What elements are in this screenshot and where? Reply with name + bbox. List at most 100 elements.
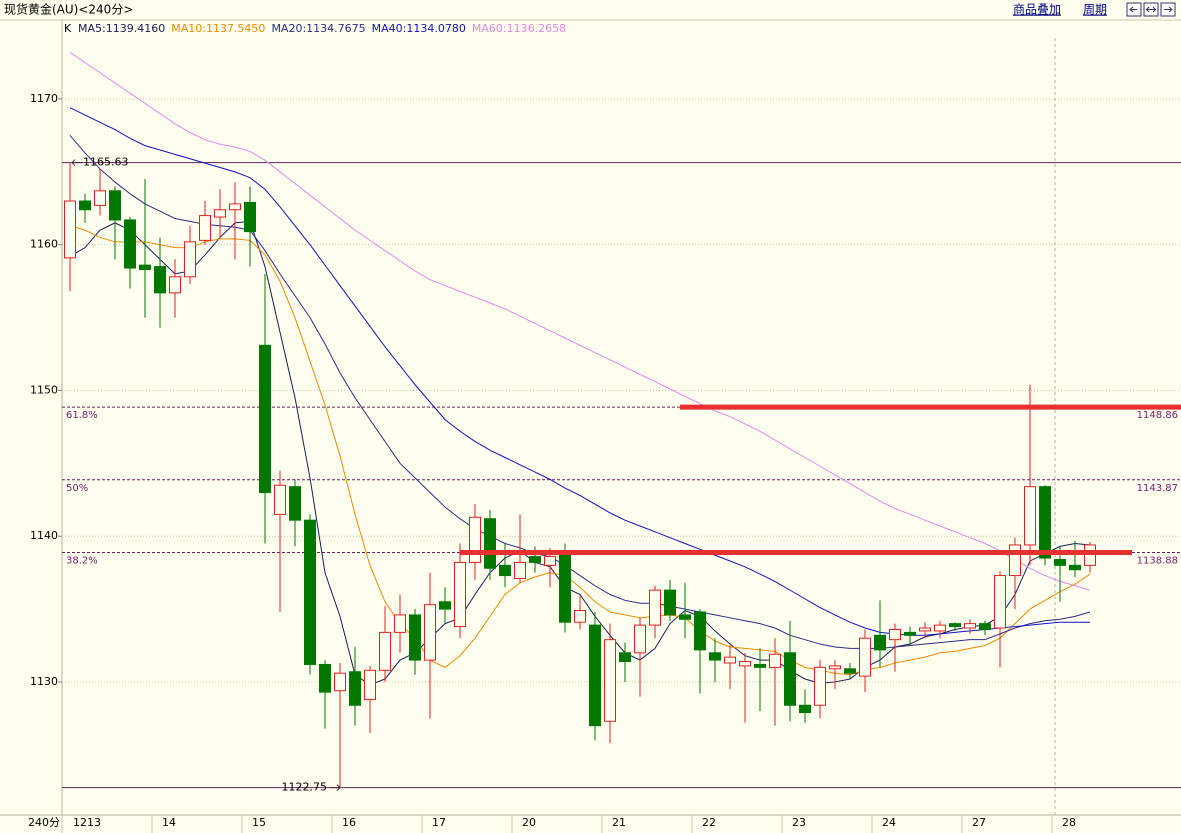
candle-body (334, 672, 346, 692)
candle-body (184, 241, 196, 278)
x-tick-label: 1213 (73, 816, 101, 829)
candle-body (784, 652, 796, 706)
candle-body (154, 266, 166, 294)
candle-body (289, 486, 301, 521)
fib-label: 38.2% (66, 556, 98, 567)
candle-body (64, 200, 76, 259)
x-tick-label: 24 (882, 816, 896, 829)
x-tick-label: 14 (162, 816, 176, 829)
candle-body (619, 652, 631, 663)
candle-body (604, 639, 616, 722)
fib-value: 1138.88 (1137, 556, 1178, 567)
candle-body (244, 201, 256, 233)
overlay-link[interactable]: 商品叠加 (1013, 2, 1061, 17)
candle-body (124, 219, 136, 269)
candle-body (1024, 486, 1036, 546)
candle-body (214, 209, 226, 218)
candle-body (919, 627, 931, 632)
legend-entry: MA5:1139.4160 (78, 22, 165, 35)
high-arrow (71, 159, 82, 167)
candle-body (544, 556, 556, 566)
candle-body (829, 665, 841, 670)
ma-line (69, 107, 1090, 636)
candle-body (304, 519, 316, 665)
candle-body (724, 656, 736, 664)
candle-body (1084, 544, 1096, 566)
candle-body (769, 653, 781, 668)
candle-body (469, 516, 481, 563)
candle-body (484, 518, 496, 569)
candle-body (1054, 559, 1066, 566)
candle-body (379, 631, 391, 671)
candle-body (739, 661, 751, 667)
candle-body (439, 601, 451, 610)
x-tick-label: 23 (792, 816, 806, 829)
candle-body (889, 628, 901, 641)
candle-body (259, 344, 271, 493)
candle-body (664, 589, 676, 616)
candle-body (319, 663, 331, 693)
candle-body (964, 623, 976, 629)
candle-body (874, 634, 886, 651)
candle-body (694, 611, 706, 651)
legend-entry: MA40:1134.0780 (372, 22, 466, 35)
candle-body (934, 624, 946, 632)
x-tick-label: 16 (342, 816, 356, 829)
candle-body (754, 663, 766, 668)
icon (1145, 6, 1157, 13)
indicator-label: K (64, 22, 72, 35)
high-label: 1165.63 (83, 156, 129, 169)
ma-line (69, 225, 1091, 676)
fib-value: 1143.87 (1137, 483, 1178, 494)
x-tick-label: 17 (432, 816, 446, 829)
candle-body (1009, 544, 1021, 577)
low-label: 1122.75 (282, 781, 328, 794)
candle-body (1069, 564, 1081, 571)
candle-body (139, 264, 151, 271)
candle-body (529, 556, 541, 563)
candle-body (109, 190, 121, 221)
candle-body (394, 614, 406, 633)
period-link[interactable]: 周期 (1083, 3, 1107, 17)
candle-body (229, 203, 241, 211)
y-tick-label: 1150 (30, 383, 58, 396)
x-tick-label: 20 (522, 816, 536, 829)
candle-body (634, 624, 646, 654)
candle-body (349, 671, 361, 706)
x-tick-label: 15 (252, 816, 266, 829)
candle-body (979, 623, 991, 630)
icon (1129, 6, 1137, 13)
candle-body (814, 666, 826, 706)
y-tick-label: 1140 (30, 529, 58, 542)
nav-buttons (1126, 2, 1176, 17)
candle-body (859, 637, 871, 677)
legend-entry: MA60:1136.2658 (472, 22, 566, 35)
candle-body (499, 564, 511, 577)
candle-body (274, 484, 286, 515)
period-label: 240分 (28, 816, 60, 829)
candle-body (559, 551, 571, 623)
icon (1164, 6, 1173, 13)
fib-label: 50% (66, 483, 88, 494)
fib-label: 61.8% (66, 410, 98, 421)
candle-body (589, 624, 601, 727)
x-tick-label: 27 (972, 816, 986, 829)
ma-line (69, 51, 1091, 591)
chart-title: 现货黄金(AU)<240分> (4, 2, 133, 17)
x-tick-label: 22 (702, 816, 716, 829)
candle-body (454, 561, 466, 628)
x-tick-label: 28 (1062, 816, 1076, 829)
candle-body (514, 561, 526, 579)
fib-value: 1148.86 (1137, 410, 1178, 421)
candle-body (169, 276, 181, 294)
candle-body (1039, 486, 1051, 559)
legend-entry: MA20:1134.7675 (271, 22, 365, 35)
candle-body (199, 215, 211, 241)
candle-body (799, 704, 811, 714)
candle-body (844, 668, 856, 674)
candle-body (424, 604, 436, 661)
y-tick-label: 1130 (30, 675, 58, 688)
ma-line (69, 135, 1091, 649)
